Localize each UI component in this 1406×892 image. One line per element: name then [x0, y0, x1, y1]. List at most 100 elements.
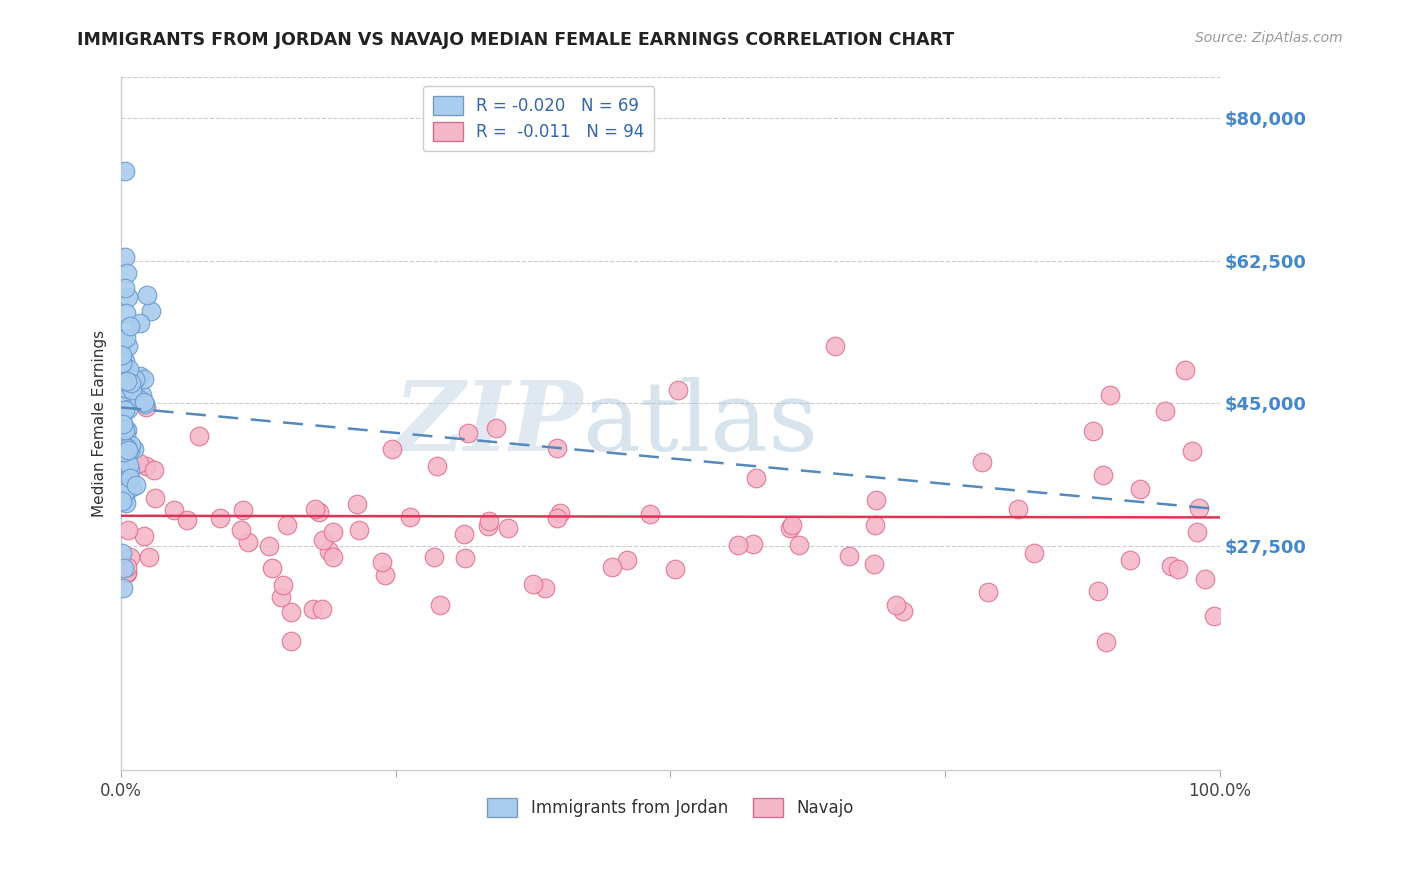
Point	[117, 290, 139, 304]
Point	[426, 458, 449, 473]
Point	[280, 634, 302, 648]
Point	[163, 502, 186, 516]
Point	[884, 598, 907, 612]
Point	[114, 280, 136, 294]
Point	[120, 438, 142, 452]
Point	[115, 330, 138, 344]
Point	[276, 517, 298, 532]
Point	[262, 560, 284, 574]
Point	[118, 318, 141, 333]
Point	[111, 408, 134, 422]
Point	[229, 523, 252, 537]
Point	[115, 566, 138, 580]
Point	[318, 544, 340, 558]
Point	[118, 463, 141, 477]
Point	[478, 514, 501, 528]
Point	[534, 581, 557, 595]
Point	[112, 561, 135, 575]
Point	[1095, 635, 1118, 649]
Point	[142, 463, 165, 477]
Point	[1160, 558, 1182, 573]
Y-axis label: Median Female Earnings: Median Female Earnings	[93, 330, 107, 517]
Point	[374, 568, 396, 582]
Point	[114, 491, 136, 506]
Point	[115, 454, 138, 468]
Point	[546, 511, 568, 525]
Point	[112, 417, 135, 431]
Text: IMMIGRANTS FROM JORDAN VS NAVAJO MEDIAN FEMALE EARNINGS CORRELATION CHART: IMMIGRANTS FROM JORDAN VS NAVAJO MEDIAN …	[77, 31, 955, 49]
Point	[838, 549, 860, 563]
Point	[115, 423, 138, 437]
Point	[112, 490, 135, 504]
Point	[121, 480, 143, 494]
Point	[114, 423, 136, 437]
Point	[548, 506, 571, 520]
Point	[280, 605, 302, 619]
Point	[111, 546, 134, 560]
Point	[311, 602, 333, 616]
Point	[259, 539, 281, 553]
Point	[745, 471, 768, 485]
Point	[115, 480, 138, 494]
Point	[120, 471, 142, 485]
Point	[371, 556, 394, 570]
Point	[117, 365, 139, 379]
Point	[115, 428, 138, 442]
Point	[134, 372, 156, 386]
Point	[270, 590, 292, 604]
Point	[115, 392, 138, 407]
Point	[122, 442, 145, 456]
Point	[115, 266, 138, 280]
Point	[115, 375, 138, 389]
Point	[862, 558, 884, 572]
Point	[114, 164, 136, 178]
Point	[312, 533, 335, 547]
Point	[111, 349, 134, 363]
Point	[128, 317, 150, 331]
Point	[347, 523, 370, 537]
Point	[1087, 583, 1109, 598]
Point	[117, 443, 139, 458]
Point	[117, 339, 139, 353]
Point	[779, 521, 801, 535]
Point	[638, 507, 661, 521]
Point	[114, 381, 136, 395]
Point	[118, 361, 141, 376]
Point	[114, 440, 136, 454]
Text: atlas: atlas	[582, 376, 818, 471]
Point	[117, 402, 139, 417]
Point	[187, 429, 209, 443]
Point	[135, 459, 157, 474]
Point	[135, 400, 157, 414]
Point	[111, 494, 134, 508]
Point	[824, 339, 846, 353]
Point	[1181, 444, 1204, 458]
Point	[600, 560, 623, 574]
Point	[125, 478, 148, 492]
Point	[114, 250, 136, 264]
Point	[429, 599, 451, 613]
Point	[322, 524, 344, 539]
Point	[114, 483, 136, 497]
Point	[114, 485, 136, 500]
Point	[114, 403, 136, 417]
Point	[485, 420, 508, 434]
Point	[453, 551, 475, 566]
Point	[423, 549, 446, 564]
Point	[111, 374, 134, 388]
Point	[1098, 388, 1121, 402]
Point	[121, 378, 143, 392]
Point	[1173, 363, 1195, 377]
Point	[972, 455, 994, 469]
Point	[111, 388, 134, 402]
Point	[865, 518, 887, 533]
Point	[111, 333, 134, 347]
Point	[308, 505, 330, 519]
Point	[727, 538, 749, 552]
Point	[112, 449, 135, 463]
Point	[666, 383, 689, 397]
Point	[271, 578, 294, 592]
Point	[128, 456, 150, 470]
Point	[780, 518, 803, 533]
Point	[128, 369, 150, 384]
